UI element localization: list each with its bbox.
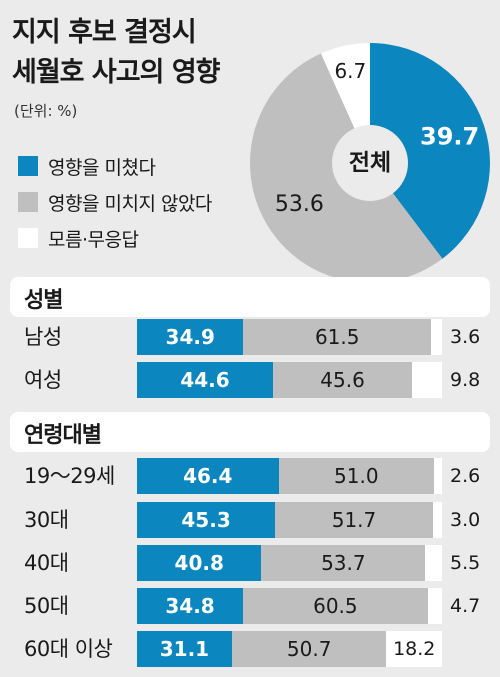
legend-label-affected: 영향을 미쳤다: [48, 156, 156, 179]
legend-item-not-affected: 영향을 미치지 않았다: [18, 190, 212, 215]
gender-bar-no-answer: [412, 362, 442, 398]
age-bar-no-answer: [427, 588, 442, 624]
pie-label-affected: 39.7: [420, 122, 479, 150]
gender-row-label: 여성: [24, 368, 62, 392]
age-bar-affected: 45.3: [137, 502, 276, 538]
legend-item-no-answer: 모름·무응답: [18, 226, 139, 251]
section-header-gender: 성별: [10, 277, 490, 317]
age-bar-not-affected: 53.7: [261, 545, 426, 581]
age-row-label: 40대: [24, 551, 69, 575]
legend-swatch-not-affected: [18, 192, 38, 212]
age-no-answer-value: 2.6: [450, 465, 481, 487]
age-row-label: 60대 이상: [24, 637, 113, 661]
pie-label-no-answer: 6.7: [334, 59, 366, 83]
legend-label-not-affected: 영향을 미치지 않았다: [48, 192, 212, 215]
section-title-age: 연령대별: [24, 423, 102, 448]
age-bar-affected: 40.8: [137, 545, 262, 581]
chart-title-line-2: 세월호 사고의 영향: [12, 57, 221, 88]
age-no-answer-value: 18.2: [393, 638, 436, 660]
pie-label-not-affected: 53.6: [275, 192, 324, 217]
chart-title-line-1: 지지 후보 결정시: [12, 17, 197, 48]
age-no-answer-value: 3.0: [450, 509, 481, 531]
age-bar-no-answer: [386, 631, 442, 667]
pie-chart: 39.7 53.6 6.7 전체: [250, 43, 490, 280]
gender-no-answer-value: 3.6: [450, 326, 481, 348]
legend-item-affected: 영향을 미쳤다: [18, 154, 156, 179]
age-bar-no-answer: [425, 545, 442, 581]
gender-bar-affected: 44.6: [137, 362, 274, 398]
section-header-age: 연령대별: [10, 412, 490, 452]
gender-bar-affected: 34.9: [137, 319, 244, 355]
age-bar-affected: 34.8: [137, 588, 244, 624]
gender-bar-not-affected: 61.5: [243, 319, 431, 355]
unit-label: (단위: %): [14, 102, 78, 120]
age-row-label: 50대: [24, 594, 69, 618]
gender-no-answer-value: 9.8: [450, 369, 481, 391]
age-bar-not-affected: 50.7: [231, 631, 387, 667]
age-bar-not-affected: 51.0: [278, 458, 435, 494]
legend-swatch-no-answer: [18, 228, 38, 248]
age-no-answer-value: 5.5: [450, 552, 481, 574]
age-bar-no-answer: [434, 458, 442, 494]
pie-center-label: 전체: [349, 150, 391, 176]
legend-label-no-answer: 모름·무응답: [48, 228, 139, 251]
age-no-answer-value: 4.7: [450, 595, 481, 617]
gender-bar-not-affected: 45.6: [273, 362, 413, 398]
age-row-label: 19～29세: [24, 464, 115, 488]
legend-swatch-affected: [18, 156, 38, 176]
age-bar-affected: 46.4: [137, 458, 279, 494]
pie-slice-affected: [370, 43, 490, 259]
gender-row-label: 남성: [24, 325, 62, 349]
age-bar-no-answer: [432, 502, 442, 538]
age-bar-not-affected: 51.7: [275, 502, 433, 538]
age-row-label: 30대: [24, 508, 69, 532]
section-title-gender: 성별: [24, 288, 63, 313]
gender-bar-no-answer: [431, 319, 442, 355]
age-bar-affected: 31.1: [137, 631, 232, 667]
pie-center-hole: [332, 125, 408, 201]
age-bar-not-affected: 60.5: [243, 588, 428, 624]
